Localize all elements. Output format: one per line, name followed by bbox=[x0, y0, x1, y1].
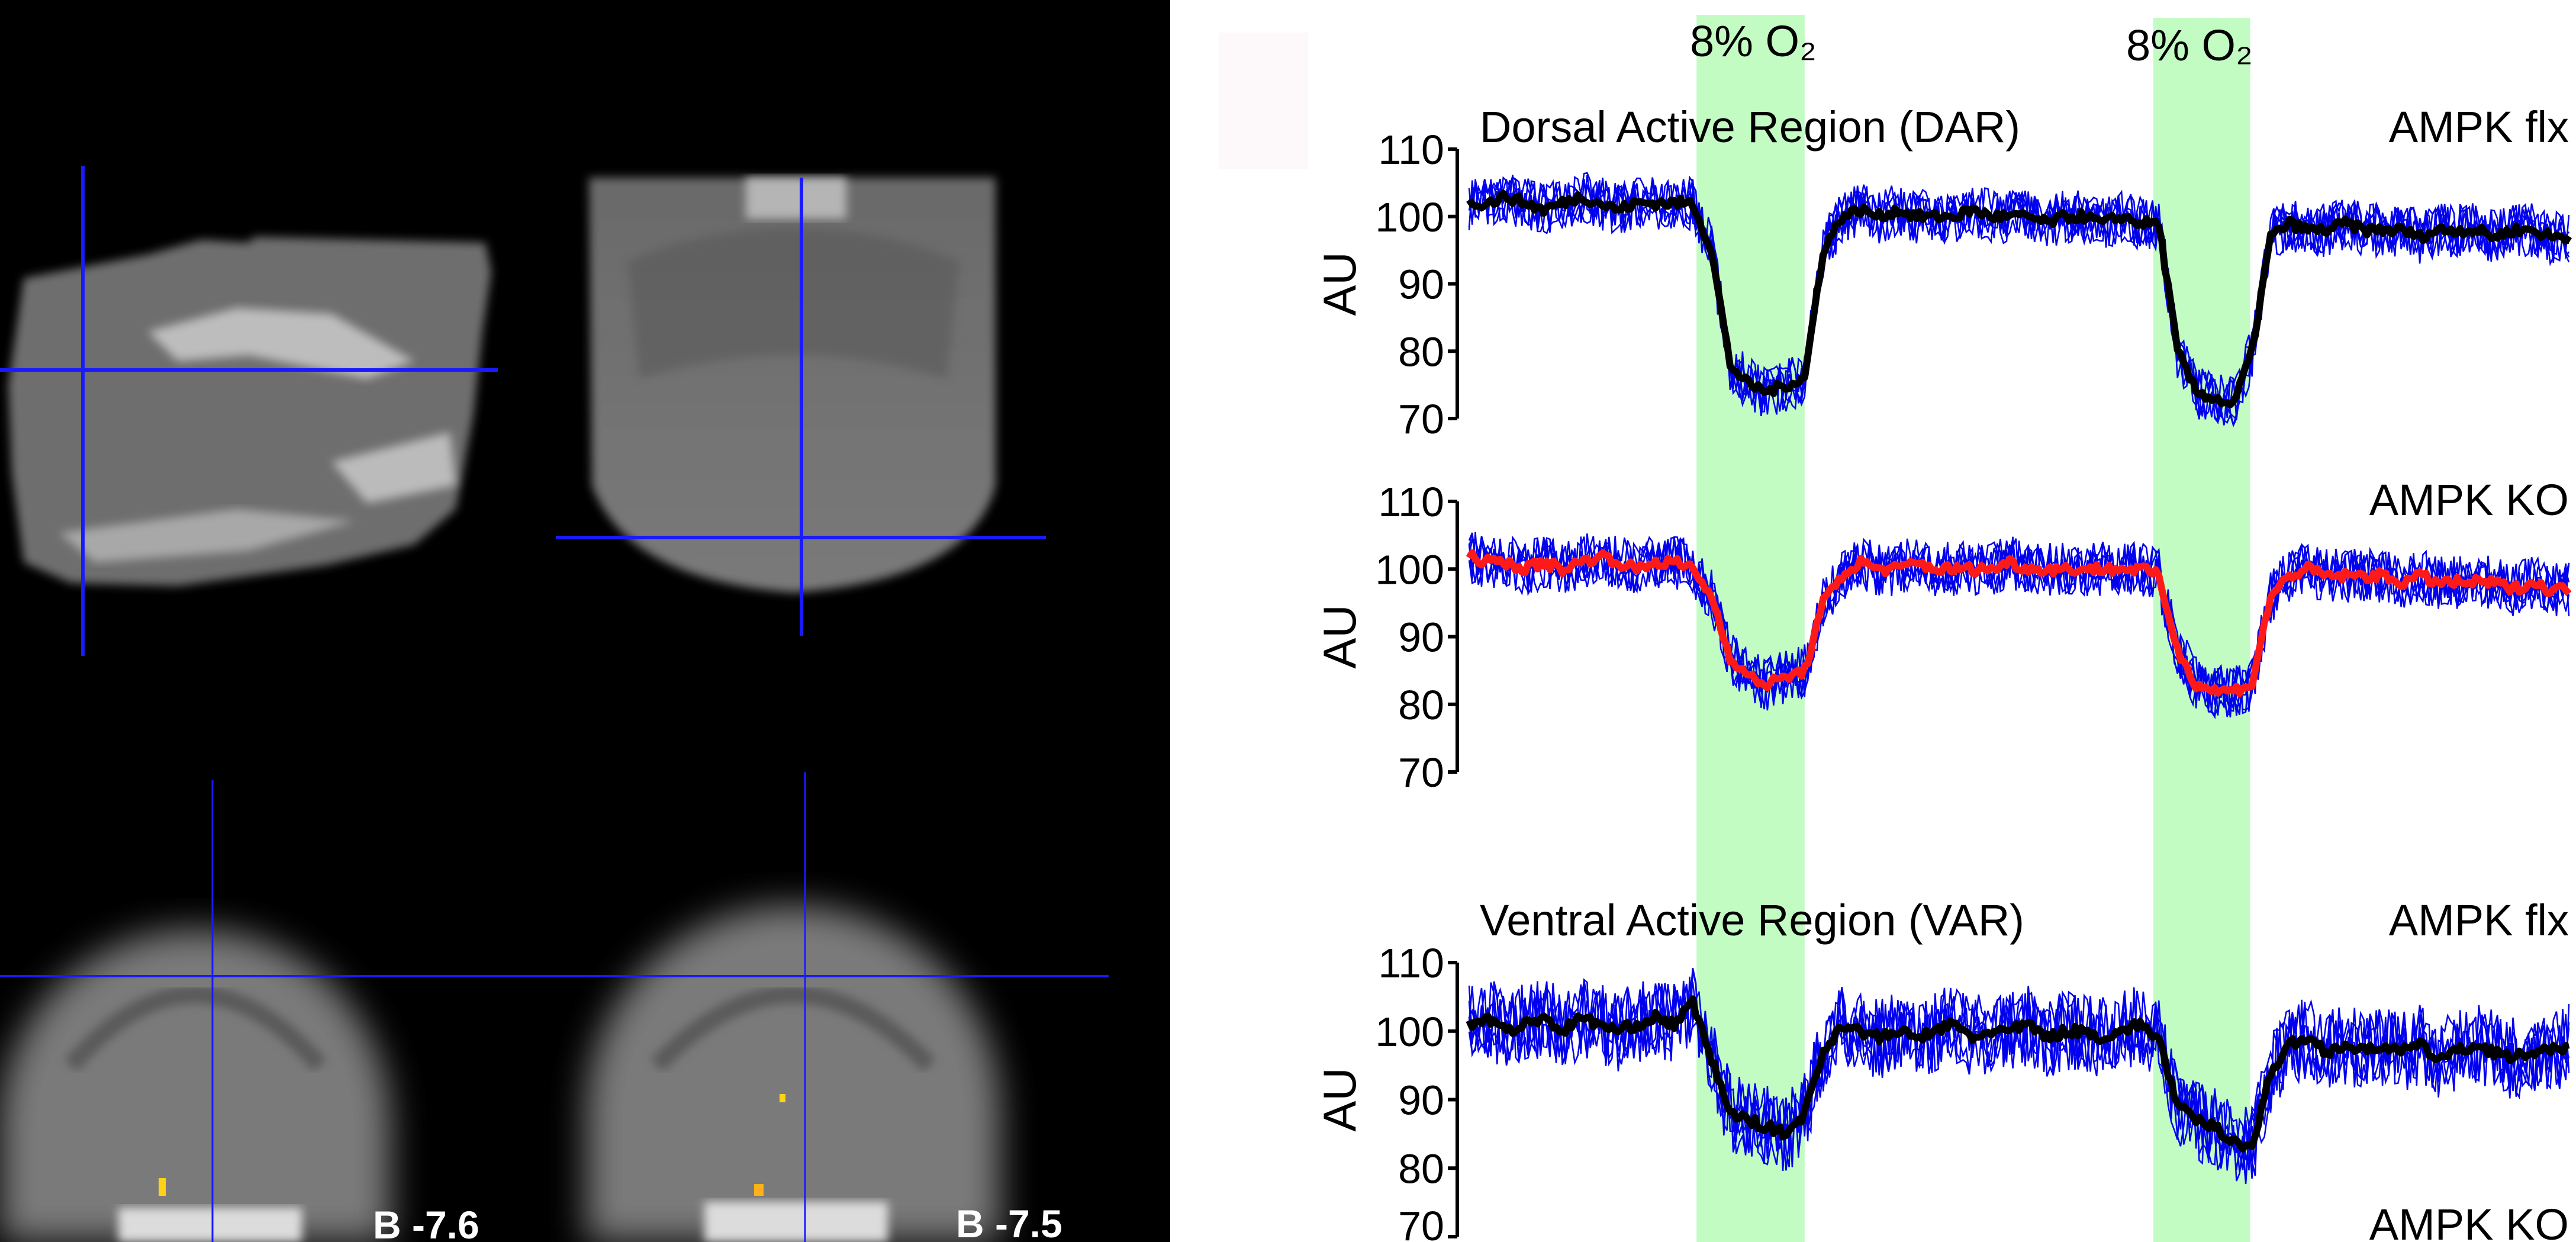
y-axis-label: AU bbox=[1313, 604, 1366, 668]
activation-blob bbox=[159, 1178, 166, 1196]
brain-images-panel: B -7.6 B -7.5 bbox=[0, 0, 1170, 1242]
individual-trace bbox=[1468, 967, 2570, 1172]
y-tick-label: 70 bbox=[1398, 1203, 1444, 1242]
mean-trace bbox=[1466, 995, 2570, 1153]
y-tick-label: 90 bbox=[1398, 262, 1444, 308]
axial-slice-right bbox=[586, 906, 1000, 1242]
y-axis-label: AU bbox=[1313, 252, 1366, 316]
charts: 110 100 90 80 70 AU Dorsal Active Region (DAR)… bbox=[1313, 102, 2572, 1242]
y-tick-label: 90 bbox=[1398, 1077, 1444, 1124]
chart-panel-1: 110 100 90 80 70 AU Dorsal Active Region (DAR)… bbox=[1313, 102, 2572, 442]
coronal-slice bbox=[556, 178, 1046, 636]
y-tick-label: 90 bbox=[1398, 614, 1444, 661]
group-label: AMPK flx bbox=[2389, 102, 2569, 152]
individual-trace bbox=[1468, 178, 2570, 426]
chart-title: Dorsal Active Region (DAR) bbox=[1480, 102, 2020, 152]
y-tick-label: 70 bbox=[1398, 749, 1444, 796]
chart-panel-2: 110 100 90 80 70 AU AMPK KO bbox=[1313, 475, 2572, 796]
y-tick-label: 110 bbox=[1378, 479, 1444, 525]
slice-label-1: B -7.6 bbox=[373, 1203, 479, 1242]
y-tick-label: 70 bbox=[1398, 396, 1444, 442]
axial-slice-left bbox=[0, 929, 391, 1242]
y-tick-label: 100 bbox=[1375, 194, 1444, 240]
chart-panel-3: 110 100 90 80 70 AU Ventral Active Region (VAR… bbox=[1313, 896, 2570, 1242]
sagittal-slice bbox=[0, 166, 498, 656]
activation-blob bbox=[754, 1184, 764, 1196]
individual-trace bbox=[1468, 969, 2570, 1184]
stimulus-label-2: 8% O₂ bbox=[2126, 21, 2253, 70]
y-tick-label: 110 bbox=[1378, 127, 1444, 173]
chart-title: Ventral Active Region (VAR) bbox=[1480, 896, 2024, 945]
y-axis-label: AU bbox=[1313, 1067, 1366, 1131]
individual-trace bbox=[1468, 175, 2570, 427]
slice-label-2: B -7.5 bbox=[956, 1202, 1062, 1242]
individual-trace bbox=[1468, 536, 2570, 717]
faint-square bbox=[1219, 33, 1308, 169]
next-panel-label: AMPK KO bbox=[2369, 1200, 2569, 1242]
y-tick-label: 80 bbox=[1398, 1146, 1444, 1192]
activation-blob bbox=[780, 1094, 785, 1102]
mean-trace bbox=[1466, 549, 2572, 697]
group-label: AMPK KO bbox=[2369, 475, 2569, 525]
y-tick-label: 110 bbox=[1378, 940, 1444, 986]
y-tick-label: 80 bbox=[1398, 682, 1444, 728]
group-label: AMPK flx bbox=[2389, 896, 2569, 945]
mean-trace bbox=[1466, 189, 2572, 408]
y-tick-label: 80 bbox=[1398, 329, 1444, 375]
y-tick-label: 100 bbox=[1375, 1009, 1444, 1055]
stimulus-label-1: 8% O₂ bbox=[1690, 17, 1817, 66]
y-tick-label: 100 bbox=[1375, 546, 1444, 593]
